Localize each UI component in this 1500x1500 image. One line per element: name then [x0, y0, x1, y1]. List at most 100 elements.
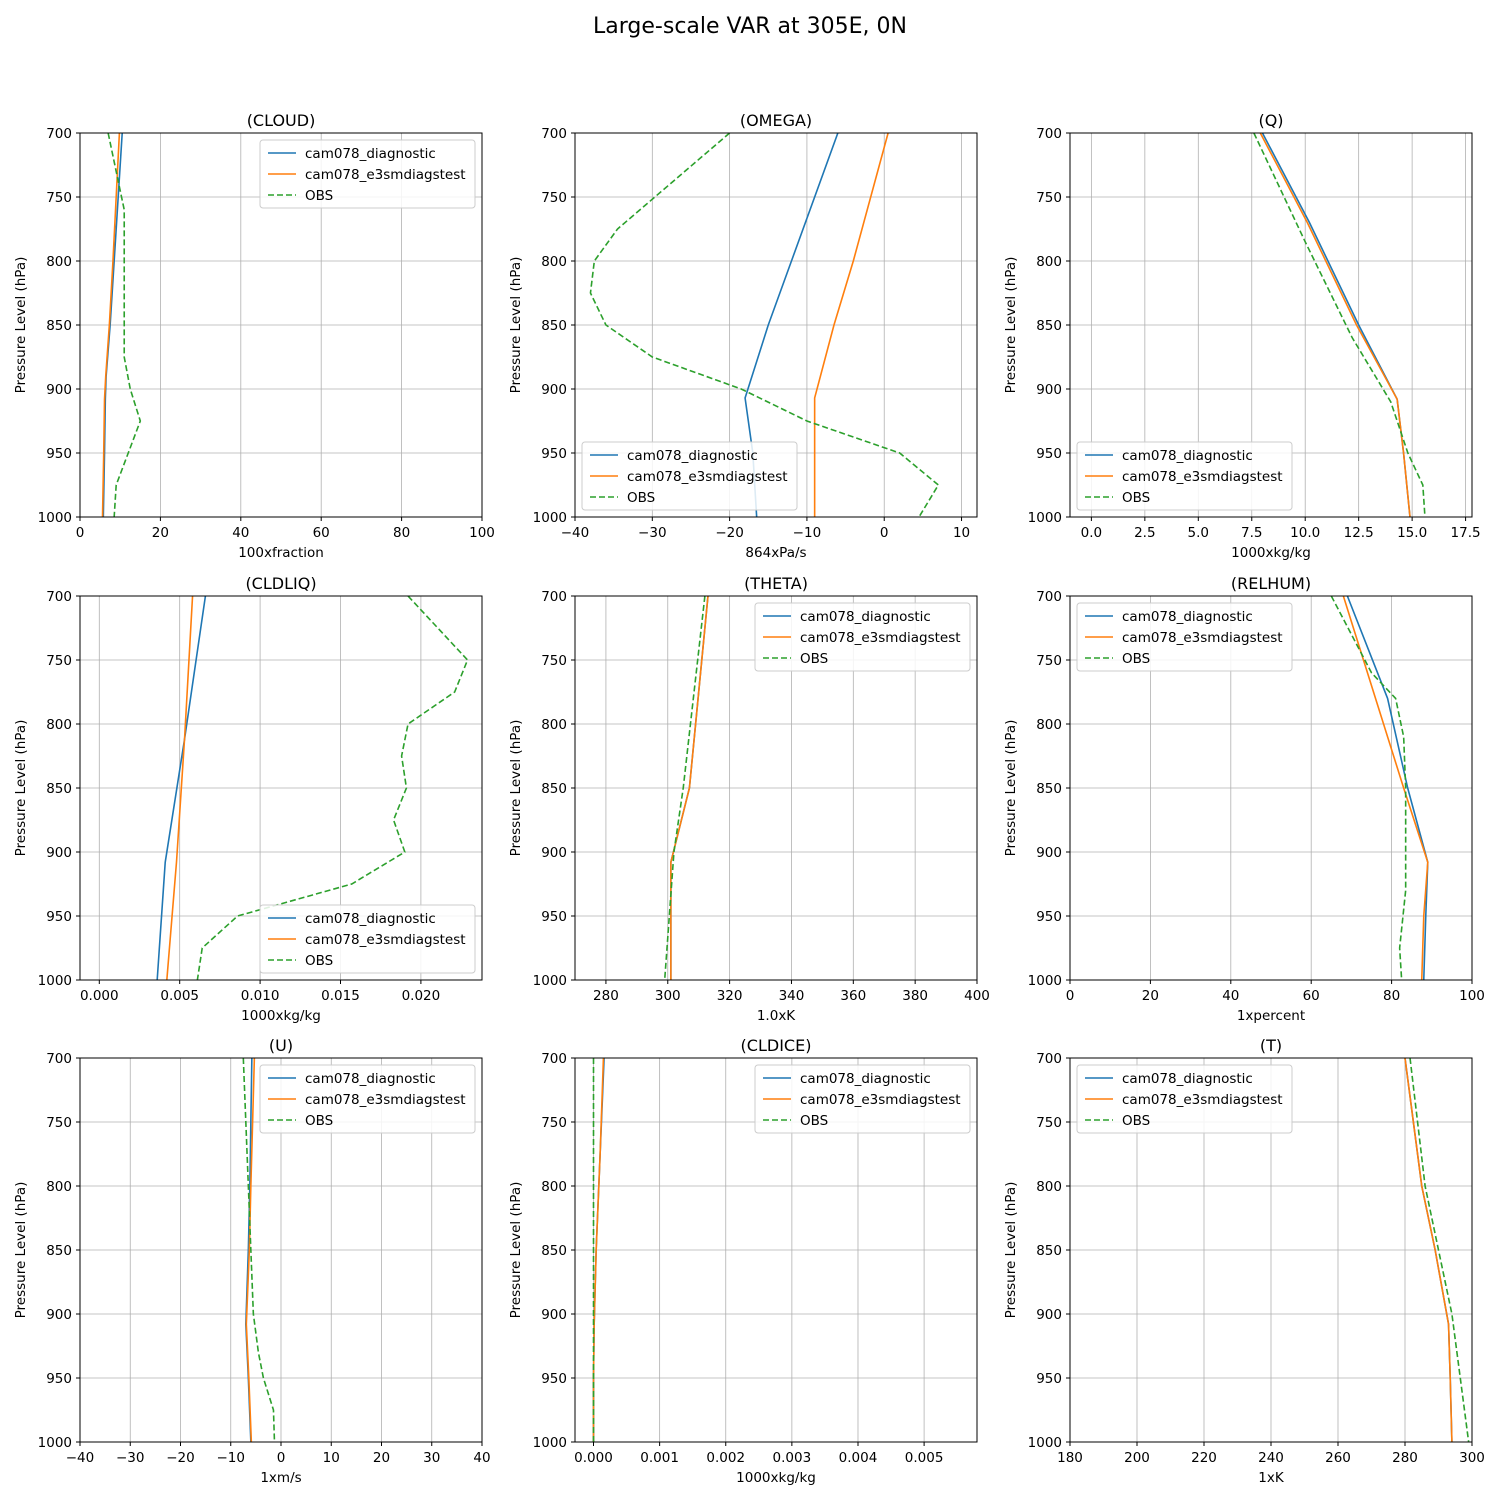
- y-tick-label: 950: [541, 1371, 567, 1387]
- y-tick-label: 950: [1036, 909, 1062, 925]
- legend-label: cam078_diagnostic: [305, 1071, 436, 1087]
- series-group: [1330, 596, 1429, 980]
- y-tick-label: 750: [541, 190, 567, 206]
- legend-label: OBS: [1122, 651, 1150, 667]
- legend-label: cam078_diagnostic: [800, 609, 931, 625]
- panel-title: (T): [1260, 1036, 1282, 1055]
- x-tick-label: 60: [1303, 988, 1320, 1004]
- panel-title: (OMEGA): [740, 111, 812, 130]
- y-tick-label: 1000: [533, 973, 567, 989]
- y-axis-label: Pressure Level (hPa): [13, 257, 29, 394]
- y-tick-label: 1000: [38, 1435, 72, 1451]
- y-tick-label: 900: [46, 1307, 72, 1323]
- x-tick-label: 400: [964, 988, 990, 1004]
- series-line-cam078_e3smdiagstest: [813, 133, 889, 517]
- x-tick-label: 200: [1124, 1450, 1150, 1466]
- x-tick-label: 40: [232, 525, 249, 541]
- x-tick-label: −40: [66, 1450, 95, 1466]
- figure-title: Large-scale VAR at 305E, 0N: [593, 14, 907, 39]
- x-axis-label: 1xpercent: [1237, 1008, 1305, 1024]
- chart-panel: −40 −30 −20 −10 0 10 700 750 800 850 900 950 1000 (OM…: [508, 111, 978, 561]
- x-tick-label: −20: [166, 1450, 195, 1466]
- y-tick-label: 950: [1036, 446, 1062, 462]
- series-group: [242, 1058, 276, 1442]
- series-line-OBS: [1409, 1058, 1470, 1442]
- y-tick-label: 700: [541, 126, 567, 142]
- x-tick-label: 12.5: [1344, 525, 1374, 541]
- legend-label: OBS: [800, 651, 828, 667]
- series-group: [156, 596, 469, 980]
- chart-panel: 0.000 0.005 0.010 0.015 0.020 700 750 800 850 900…: [13, 574, 483, 1024]
- panel-title: (CLOUD): [247, 111, 316, 130]
- y-tick-label: 850: [541, 781, 567, 797]
- x-axis-label: 1000xkg/kg: [736, 1470, 816, 1486]
- x-axis-label: 1xm/s: [260, 1470, 301, 1486]
- x-tick-label: 280: [1392, 1450, 1418, 1466]
- x-tick-label: 0.005: [160, 988, 199, 1004]
- x-tick-label: −10: [217, 1450, 246, 1466]
- x-axis-label: 1xK: [1258, 1470, 1285, 1486]
- legend-label: cam078_e3smdiagstest: [1122, 630, 1283, 646]
- legend-label: cam078_diagnostic: [1122, 609, 1253, 625]
- chart-panel: −40 −30 −20 −10 0 10 20 30 40 700 750 800 850 900 950 1…: [13, 1036, 491, 1486]
- y-tick-label: 900: [46, 845, 72, 861]
- y-tick-label: 1000: [533, 510, 567, 526]
- panel-title: (THETA): [744, 574, 808, 593]
- x-tick-label: 0: [76, 525, 85, 541]
- legend-box: [754, 1064, 971, 1134]
- series-line-cam078_e3smdiagstest: [1404, 1058, 1453, 1442]
- series-line-OBS: [242, 1058, 276, 1442]
- x-tick-label: 80: [393, 525, 410, 541]
- y-tick-label: 850: [1036, 318, 1062, 334]
- panel-title: (Q): [1258, 111, 1283, 130]
- x-tick-label: 0.010: [241, 988, 280, 1004]
- y-tick-label: 800: [1036, 254, 1062, 270]
- x-tick-label: 0.0: [1081, 525, 1102, 541]
- x-tick-label: −20: [715, 525, 744, 541]
- y-axis-label: Pressure Level (hPa): [1003, 257, 1019, 394]
- x-tick-label: 0.004: [839, 1450, 878, 1466]
- legend-label: cam078_e3smdiagstest: [305, 932, 466, 948]
- legend-label: cam078_diagnostic: [627, 448, 758, 464]
- series-line-cam078_diagnostic: [1346, 596, 1429, 980]
- x-tick-label: 0.020: [402, 988, 441, 1004]
- legend: cam078_diagnostic cam078_e3smdiagstest OBS: [259, 1064, 476, 1134]
- legend: cam078_diagnostic cam078_e3smdiagstest OBS: [259, 139, 476, 209]
- y-tick-label: 900: [1036, 382, 1062, 398]
- y-axis-label: Pressure Level (hPa): [508, 1182, 524, 1319]
- x-tick-label: 30: [423, 1450, 440, 1466]
- y-tick-label: 900: [541, 382, 567, 398]
- series-line-OBS: [589, 133, 940, 517]
- y-tick-label: 800: [46, 1179, 72, 1195]
- legend-label: cam078_e3smdiagstest: [800, 1092, 961, 1108]
- y-tick-label: 800: [46, 254, 72, 270]
- y-tick-label: 750: [1036, 653, 1062, 669]
- legend-label: cam078_e3smdiagstest: [1122, 1092, 1283, 1108]
- legend-label: cam078_diagnostic: [1122, 448, 1253, 464]
- y-tick-label: 1000: [1028, 1435, 1062, 1451]
- x-tick-label: 0: [880, 525, 889, 541]
- x-tick-label: 0.005: [905, 1450, 944, 1466]
- y-tick-label: 900: [1036, 1307, 1062, 1323]
- y-tick-label: 700: [1036, 589, 1062, 605]
- x-tick-label: −40: [561, 525, 590, 541]
- series-line-cam078_e3smdiagstest: [166, 596, 194, 980]
- chart-panel: 180 200 220 240 260 280 300 700 750 800 850 900 950 1…: [1003, 1036, 1485, 1486]
- y-axis-label: Pressure Level (hPa): [13, 1182, 29, 1319]
- legend-label: OBS: [305, 953, 333, 969]
- x-tick-label: 2.5: [1134, 525, 1155, 541]
- y-tick-label: 800: [541, 717, 567, 733]
- y-tick-label: 950: [46, 1371, 72, 1387]
- x-tick-label: 17.5: [1451, 525, 1481, 541]
- y-tick-label: 800: [541, 1179, 567, 1195]
- x-tick-label: 0.015: [321, 988, 360, 1004]
- legend: cam078_diagnostic cam078_e3smdiagstest OBS: [1076, 1064, 1293, 1134]
- x-tick-label: 7.5: [1241, 525, 1262, 541]
- x-tick-label: 0.001: [640, 1450, 679, 1466]
- series-line-OBS: [107, 133, 142, 517]
- series-line-OBS: [663, 596, 706, 980]
- y-tick-label: 750: [1036, 190, 1062, 206]
- x-axis-label: 864xPa/s: [745, 545, 806, 561]
- chart-panel: 0.0 2.5 5.0 7.5 10.0 12.5 15.0 17.5 700 750 800 850…: [1003, 111, 1481, 561]
- series-line-cam078_e3smdiagstest: [670, 596, 709, 980]
